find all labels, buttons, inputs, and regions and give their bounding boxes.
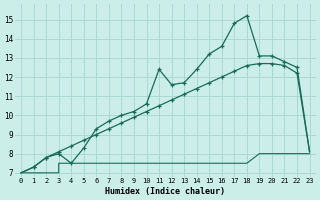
X-axis label: Humidex (Indice chaleur): Humidex (Indice chaleur) <box>105 187 225 196</box>
